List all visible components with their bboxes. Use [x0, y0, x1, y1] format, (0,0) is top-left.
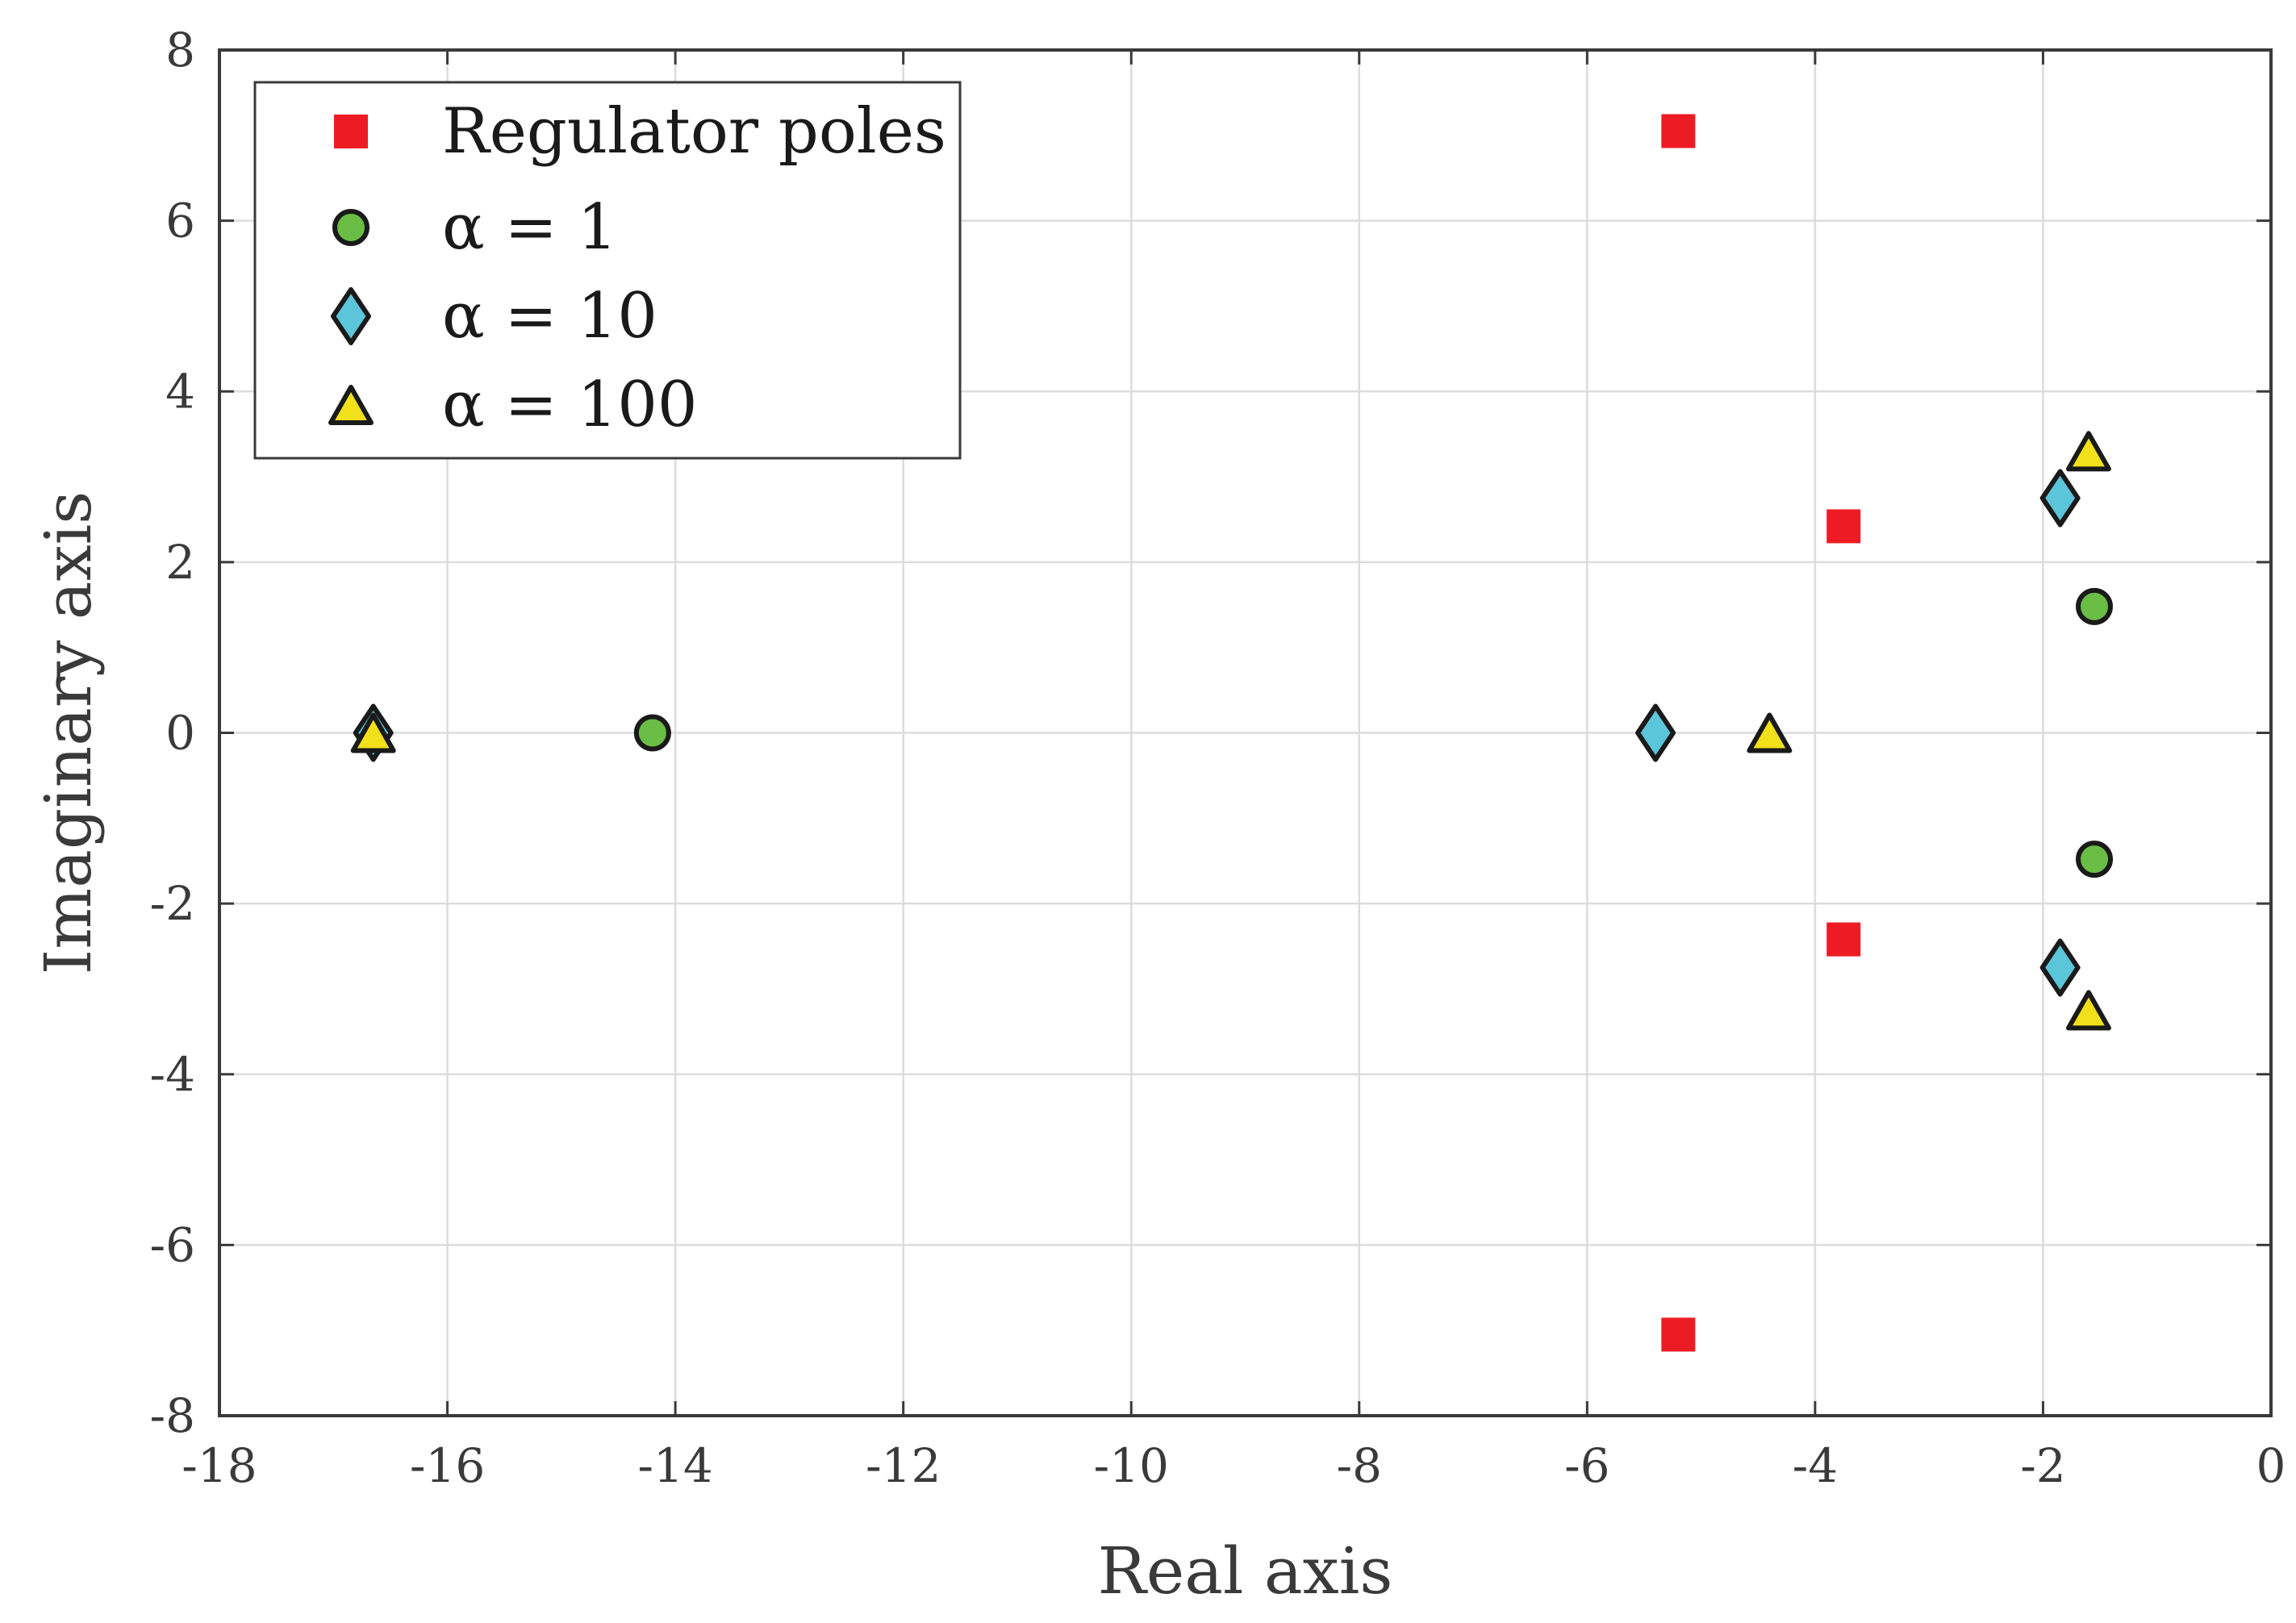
data-point-square	[1661, 1317, 1696, 1352]
legend-marker-circle	[332, 209, 369, 246]
x-tick-label: -14	[637, 1438, 712, 1493]
legend: Regulator poles α = 1 α = 10 α = 100	[253, 81, 962, 460]
x-tick-label: -4	[1793, 1438, 1839, 1493]
data-point-diamond	[2039, 469, 2081, 528]
y-tick-label: 8	[165, 23, 195, 77]
data-point-square	[1826, 922, 1861, 957]
y-tick-label: 2	[165, 535, 195, 590]
data-point-circle	[2076, 841, 2114, 878]
series-triangle	[350, 431, 2111, 1031]
data-point-diamond	[2039, 938, 2081, 997]
y-tick-label: -6	[150, 1217, 196, 1272]
data-point-triangle	[2065, 431, 2111, 472]
x-tick-label: -10	[1094, 1438, 1169, 1493]
series-diamond	[353, 469, 2081, 997]
data-point-diamond	[1635, 703, 1676, 762]
x-axis-title: Real axis	[1098, 1533, 1393, 1608]
y-tick-label: -2	[150, 876, 196, 931]
y-tick-label: 0	[165, 706, 195, 761]
x-tick-label: -16	[410, 1438, 485, 1493]
data-points	[350, 114, 2114, 1352]
data-point-circle	[633, 714, 671, 752]
y-axis-title: Imaginary axis	[31, 491, 106, 975]
legend-marker-square	[334, 115, 368, 148]
y-tick-label: -8	[150, 1388, 196, 1443]
legend-label: Regulator poles	[442, 95, 946, 168]
y-tick-label: -4	[150, 1047, 196, 1102]
x-tick-label: -2	[2020, 1438, 2066, 1493]
data-point-square	[1826, 509, 1861, 544]
data-point-triangle	[1747, 712, 1793, 753]
x-tick-label: -12	[866, 1438, 941, 1493]
legend-label: α = 10	[442, 280, 657, 353]
x-tick-label: -6	[1564, 1438, 1610, 1493]
data-point-square	[1661, 114, 1696, 148]
plot-frame	[218, 48, 2273, 1417]
legend-label: α = 100	[442, 369, 698, 441]
legend-box	[253, 81, 962, 460]
y-tick-label: 6	[165, 194, 195, 248]
data-point-triangle	[350, 712, 396, 753]
legend-label: α = 1	[442, 191, 617, 264]
series-square	[1661, 114, 1861, 1352]
axis-ticks: -18 -16 -14 -12 -10 -8 -6 -4 -2 0 -8 -6 -4 -2 0 2 4 6 8	[150, 23, 2286, 1493]
data-point-triangle	[2065, 990, 2111, 1031]
data-point-circle	[2076, 587, 2114, 625]
legend-marker-triangle	[328, 385, 374, 425]
legend-marker-diamond	[331, 287, 371, 345]
x-tick-label: -8	[1337, 1438, 1383, 1493]
series-circle	[633, 587, 2114, 878]
x-tick-label: 0	[2256, 1438, 2286, 1493]
y-tick-label: 4	[165, 364, 195, 419]
x-tick-label: -18	[182, 1438, 257, 1493]
